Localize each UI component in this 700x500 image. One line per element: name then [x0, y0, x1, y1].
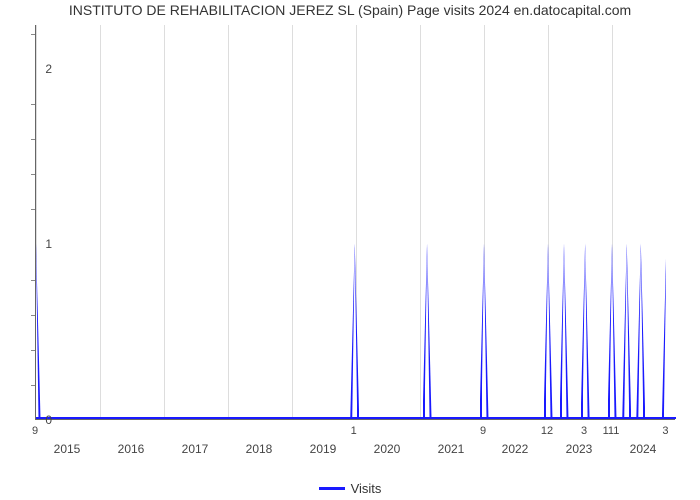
x-value-label: 3: [581, 425, 587, 437]
x-value-label: 9: [480, 425, 486, 437]
y-tick-label: 0: [45, 413, 52, 427]
plot-area: [35, 25, 675, 420]
y-minor-tick: [31, 385, 35, 386]
y-minor-tick: [31, 350, 35, 351]
y-minor-tick: [31, 209, 35, 210]
x-year-label: 2022: [502, 442, 529, 456]
legend-label: Visits: [351, 481, 382, 496]
legend: Visits: [0, 480, 700, 496]
gridline: [420, 25, 421, 419]
visits-chart: INSTITUTO DE REHABILITACION JEREZ SL (Sp…: [0, 0, 700, 500]
y-minor-tick: [31, 174, 35, 175]
x-year-label: 2020: [374, 442, 401, 456]
x-value-label: 3: [662, 425, 668, 437]
x-year-label: 2023: [566, 442, 593, 456]
y-minor-tick: [31, 34, 35, 35]
x-year-label: 2021: [438, 442, 465, 456]
gridline: [100, 25, 101, 419]
gridline: [164, 25, 165, 419]
x-value-label: 1: [351, 425, 357, 437]
x-year-label: 2017: [182, 442, 209, 456]
gridline: [292, 25, 293, 419]
y-tick-label: 2: [45, 62, 52, 76]
series-baseline: [36, 417, 676, 419]
y-minor-tick: [31, 315, 35, 316]
legend-swatch: [319, 487, 345, 490]
x-year-label: 2018: [246, 442, 273, 456]
y-minor-tick: [31, 280, 35, 281]
x-value-label: 111: [603, 425, 620, 437]
x-year-label: 2016: [118, 442, 145, 456]
y-minor-tick: [31, 104, 35, 105]
chart-title: INSTITUTO DE REHABILITACION JEREZ SL (Sp…: [0, 2, 700, 18]
x-year-label: 2019: [310, 442, 337, 456]
x-value-label: 12: [541, 425, 553, 437]
x-year-label: 2024: [630, 442, 657, 456]
y-minor-tick: [31, 139, 35, 140]
gridline: [228, 25, 229, 419]
x-year-label: 2015: [54, 442, 81, 456]
y-tick-label: 1: [45, 237, 52, 251]
x-value-label: 9: [32, 425, 38, 437]
